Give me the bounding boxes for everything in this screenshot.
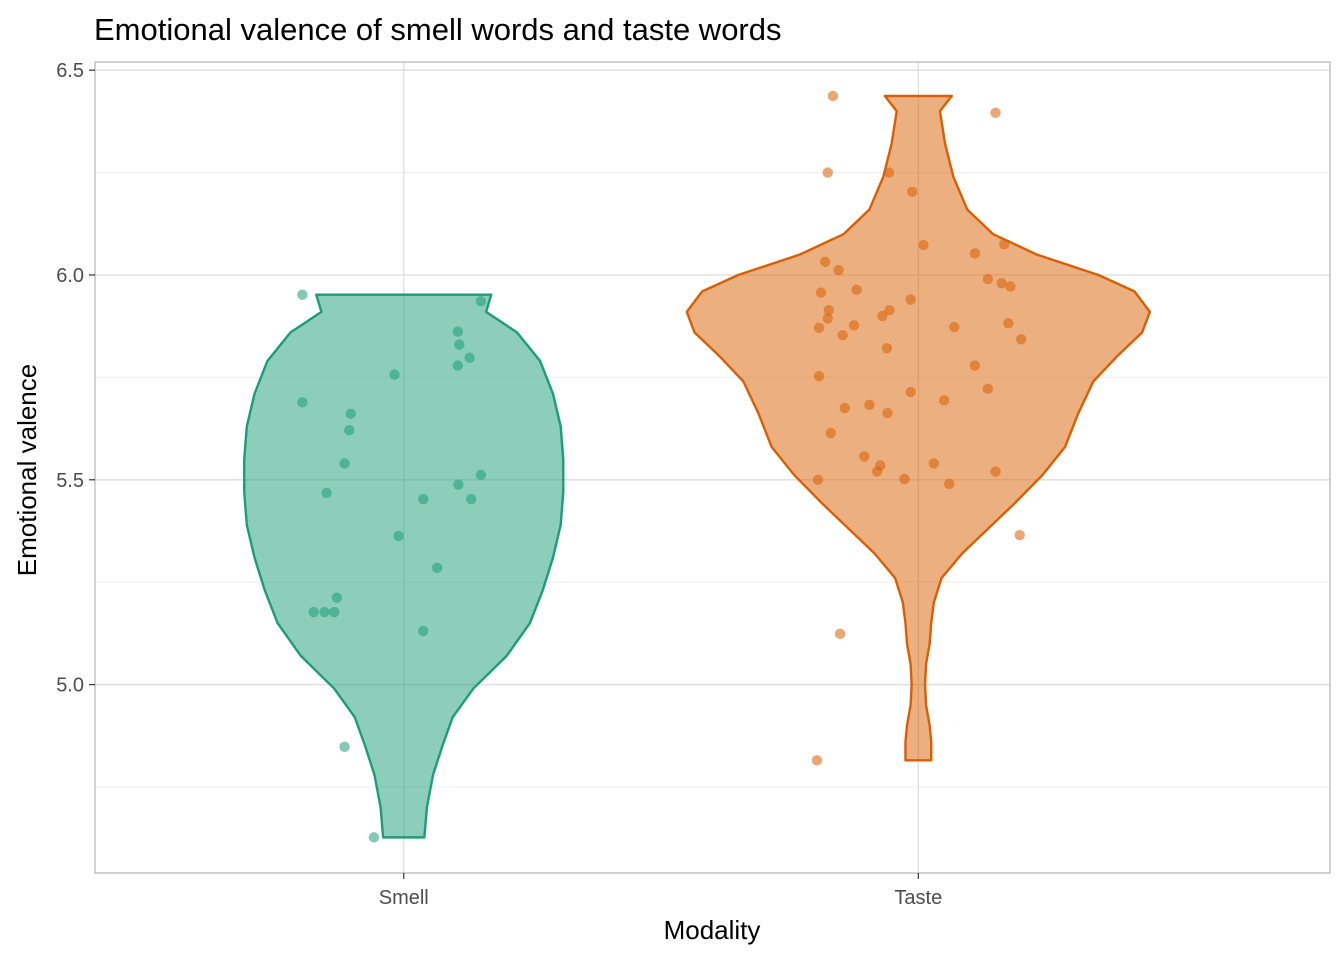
- x-axis: Smell Taste: [379, 873, 942, 909]
- violin-smell: [243, 293, 565, 839]
- data-point-taste: [834, 628, 846, 639]
- data-point-taste: [899, 473, 910, 485]
- y-tick-label: 6.5: [56, 60, 84, 82]
- data-point-taste: [996, 277, 1007, 289]
- data-point-taste: [882, 407, 893, 419]
- data-point-taste: [969, 248, 981, 259]
- data-point-smell: [339, 741, 350, 753]
- data-point-smell: [452, 326, 463, 337]
- data-point-taste: [982, 273, 994, 285]
- y-axis: 5.0 5.5 6.0 6.5: [56, 60, 95, 697]
- data-point-smell: [331, 592, 343, 603]
- data-point-smell: [453, 479, 464, 490]
- data-point-taste: [848, 320, 860, 331]
- data-point-taste: [822, 167, 833, 178]
- violin-layer: [243, 94, 1152, 839]
- data-point-taste: [877, 310, 888, 322]
- data-point-taste: [833, 264, 844, 276]
- violin-taste: [685, 94, 1152, 762]
- data-point-taste: [990, 466, 1001, 477]
- data-point-taste: [827, 90, 839, 102]
- data-point-taste: [825, 427, 837, 439]
- data-point-taste: [928, 458, 939, 469]
- data-point-taste: [813, 370, 825, 382]
- data-point-taste: [990, 107, 1001, 118]
- data-point-smell: [389, 369, 400, 380]
- data-point-taste: [883, 167, 895, 178]
- data-point-taste: [982, 383, 994, 395]
- chart-title: Emotional valence of smell words and tas…: [94, 12, 782, 47]
- data-point-taste: [839, 402, 850, 414]
- data-point-taste: [837, 330, 848, 341]
- data-point-smell: [464, 352, 475, 363]
- data-point-taste: [944, 478, 955, 490]
- data-point-smell: [431, 562, 443, 574]
- data-point-taste: [969, 360, 981, 371]
- data-point-taste: [823, 305, 834, 316]
- data-point-taste: [822, 313, 833, 324]
- data-point-smell: [418, 493, 429, 505]
- data-point-taste: [859, 451, 870, 462]
- y-axis-title: Emotional valence: [12, 364, 42, 576]
- data-point-taste: [864, 399, 875, 411]
- data-point-smell: [452, 360, 463, 371]
- data-point-taste: [1003, 318, 1014, 329]
- data-point-smell: [475, 296, 487, 307]
- data-point-smell: [329, 606, 340, 618]
- data-point-smell: [345, 408, 356, 420]
- data-point-taste: [938, 395, 950, 406]
- data-point-taste: [906, 186, 918, 198]
- data-point-taste: [881, 343, 893, 354]
- data-point-taste: [999, 239, 1010, 250]
- data-point-smell: [339, 458, 350, 469]
- data-point-taste: [949, 321, 960, 333]
- panel-border: [94, 61, 1331, 874]
- data-point-smell: [418, 625, 429, 637]
- data-point-taste: [1014, 529, 1025, 541]
- data-point-smell: [344, 425, 355, 436]
- data-point-taste: [1016, 334, 1027, 345]
- data-point-taste: [905, 386, 916, 398]
- y-tick-label: 5.0: [56, 675, 84, 697]
- y-tick-label: 5.5: [56, 470, 84, 492]
- data-point-taste: [918, 239, 929, 251]
- point-layer: [297, 90, 1027, 843]
- data-point-smell: [465, 493, 477, 505]
- data-point-smell: [475, 469, 487, 481]
- data-point-taste: [884, 305, 895, 316]
- data-point-smell: [368, 832, 380, 843]
- data-point-taste: [815, 287, 827, 298]
- data-point-smell: [297, 289, 308, 300]
- data-point-smell: [393, 530, 404, 542]
- x-tick-label: Smell: [379, 887, 429, 909]
- data-point-taste: [813, 322, 825, 334]
- data-point-taste: [819, 256, 831, 268]
- data-point-taste: [871, 466, 883, 477]
- data-point-smell: [319, 606, 330, 618]
- data-point-taste: [811, 755, 823, 766]
- y-tick-label: 6.0: [56, 265, 84, 287]
- data-point-smell: [454, 339, 465, 350]
- x-axis-title: Modality: [664, 915, 761, 945]
- data-point-taste: [905, 294, 916, 305]
- data-point-smell: [297, 397, 308, 408]
- x-tick-label: Taste: [894, 887, 942, 909]
- data-point-smell: [321, 487, 332, 499]
- data-point-taste: [851, 284, 862, 295]
- data-point-smell: [308, 606, 319, 618]
- data-point-taste: [1005, 281, 1016, 292]
- data-point-taste: [812, 474, 824, 485]
